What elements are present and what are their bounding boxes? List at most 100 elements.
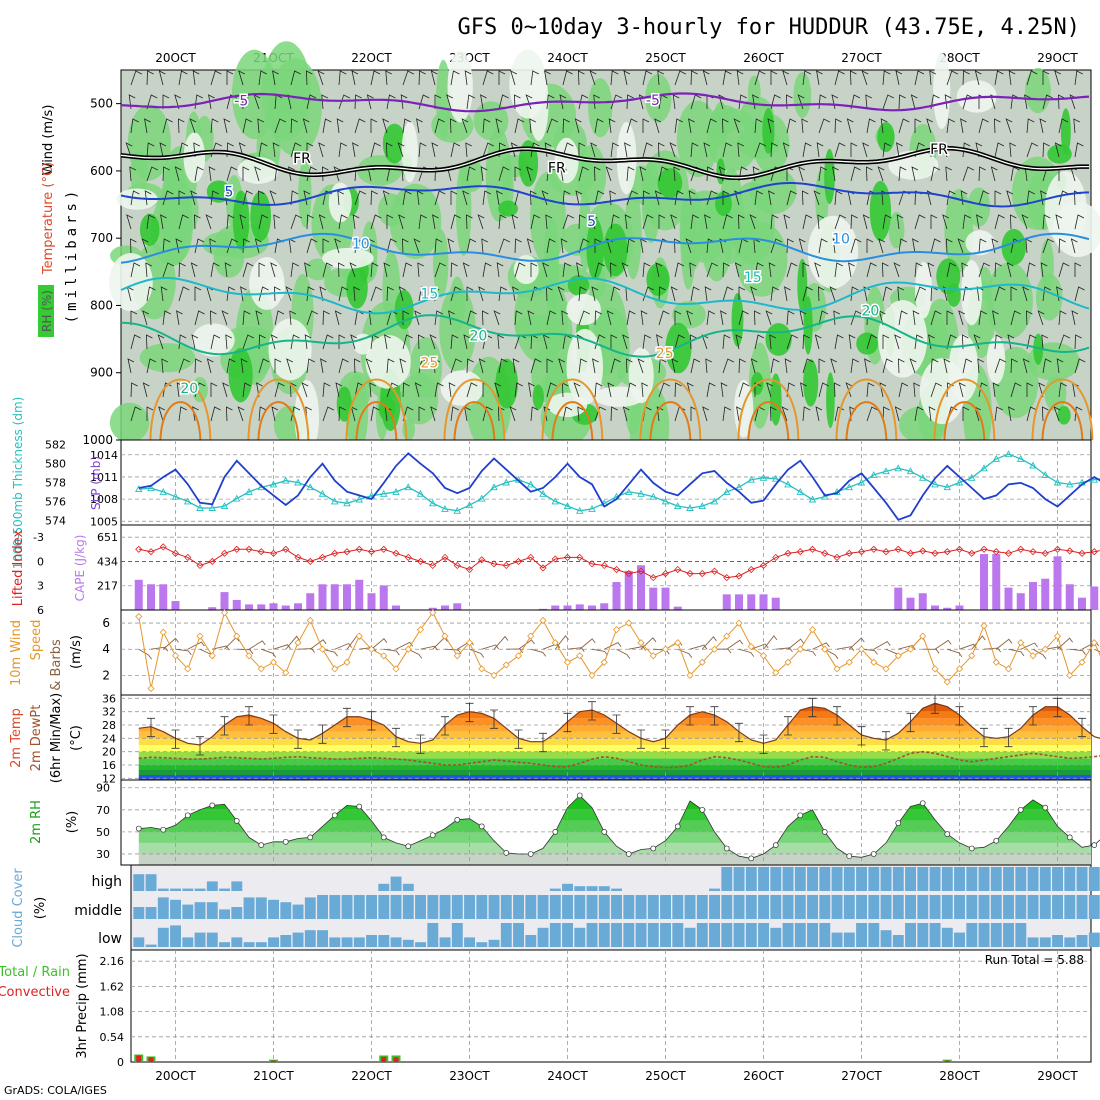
cloud-bar bbox=[831, 867, 843, 891]
wind-barb bbox=[834, 214, 846, 230]
wind-barb bbox=[770, 70, 778, 85]
thickness-point bbox=[624, 488, 633, 495]
wind-barb bbox=[496, 190, 503, 206]
li-point bbox=[784, 549, 792, 557]
wind-speed-point bbox=[894, 652, 902, 660]
wind-barb bbox=[494, 382, 501, 398]
wind-barb bbox=[160, 214, 167, 230]
wind-barb bbox=[478, 358, 486, 374]
li-point bbox=[343, 548, 351, 556]
wind-barb bbox=[946, 118, 955, 134]
precip-conv-bar bbox=[136, 1055, 142, 1062]
rh-shade-wet bbox=[518, 139, 539, 187]
wind-barb bbox=[480, 166, 488, 182]
dewpt-line bbox=[138, 750, 1100, 769]
wind-barb bbox=[958, 382, 966, 398]
cloud-bar bbox=[268, 937, 279, 947]
wind-barb bbox=[770, 214, 779, 230]
wind-barb bbox=[1074, 358, 1086, 374]
wind-barb bbox=[334, 642, 352, 650]
wind-barb bbox=[269, 190, 277, 206]
surface-25c-contour bbox=[247, 378, 310, 441]
run-total: Run Total = 5.88 bbox=[985, 953, 1084, 967]
li-point bbox=[674, 565, 682, 574]
cloud-bar bbox=[206, 881, 218, 891]
temp-minmax-bar bbox=[318, 724, 327, 744]
wind-speed-point bbox=[392, 665, 400, 673]
rh-shade-wet bbox=[532, 384, 544, 410]
wind-barb bbox=[703, 142, 711, 158]
wind-barb bbox=[594, 310, 602, 326]
wind-barb bbox=[385, 142, 393, 158]
pressure-tick-label: 600 bbox=[90, 164, 113, 178]
wind-barb bbox=[882, 70, 891, 86]
li-point bbox=[759, 561, 768, 570]
cape-bar bbox=[771, 597, 780, 610]
cloud-bar bbox=[868, 867, 880, 891]
cloud-bar bbox=[954, 895, 965, 919]
temp-band bbox=[138, 765, 1091, 770]
cloud-bar bbox=[537, 927, 549, 947]
wind-speed-point bbox=[147, 684, 155, 693]
wind-barb bbox=[578, 214, 586, 230]
wind-barb bbox=[462, 190, 469, 206]
wind-barb bbox=[674, 310, 682, 325]
wind-barb bbox=[864, 358, 871, 374]
contour-label: 20 bbox=[470, 328, 488, 344]
thickness-point bbox=[196, 504, 204, 511]
wind-barb bbox=[414, 382, 422, 398]
wind-barb bbox=[850, 358, 859, 374]
cloud-bar bbox=[647, 895, 659, 919]
rh-shade-moist bbox=[747, 75, 761, 110]
wind-barb bbox=[130, 310, 138, 325]
cloud-bar bbox=[378, 935, 390, 947]
wind-barb bbox=[960, 118, 967, 134]
li-point bbox=[159, 543, 167, 551]
cloud-bar bbox=[1003, 867, 1014, 891]
rh-point bbox=[576, 792, 583, 799]
thickness-point bbox=[759, 473, 768, 481]
wind-barb bbox=[371, 638, 388, 650]
wind-barb bbox=[226, 238, 238, 254]
temp-tick-label: 20 bbox=[102, 746, 116, 759]
thickness-point bbox=[159, 488, 168, 495]
thickness-point bbox=[294, 478, 302, 486]
cloud-bar bbox=[831, 895, 843, 919]
wind-speed-point bbox=[233, 632, 241, 640]
cloud-bar bbox=[402, 939, 414, 947]
cape-bar bbox=[1016, 593, 1025, 610]
wind-barb bbox=[1042, 358, 1052, 374]
wind-barb bbox=[482, 406, 493, 422]
rh-shade-moist bbox=[261, 41, 311, 141]
thickness-point bbox=[649, 492, 658, 500]
wind-barb bbox=[178, 334, 187, 350]
rh-shade-moist bbox=[542, 370, 574, 398]
wind-barb bbox=[225, 334, 232, 350]
li-point bbox=[882, 548, 890, 556]
rh-shade-moist bbox=[676, 100, 719, 178]
cloud-level-label: high bbox=[91, 874, 122, 890]
wind-barb bbox=[893, 262, 901, 278]
wind-barb bbox=[221, 310, 229, 326]
cape-bar bbox=[1053, 556, 1062, 610]
wind-barb bbox=[768, 190, 775, 206]
thickness-point bbox=[1090, 475, 1099, 483]
wind-barb bbox=[610, 142, 619, 158]
cloud-bar bbox=[133, 937, 145, 947]
precip-ylabel-1: Total / Rain bbox=[0, 965, 70, 980]
wind-barb bbox=[594, 238, 602, 253]
wind-barb bbox=[225, 406, 233, 422]
cloud-bar bbox=[439, 937, 451, 947]
wind-barb bbox=[786, 190, 797, 206]
wind-barb bbox=[258, 70, 267, 86]
cloud-bar bbox=[574, 895, 586, 919]
wind-speed-point bbox=[698, 658, 706, 666]
wind-barb bbox=[594, 118, 604, 134]
wind-barb bbox=[562, 262, 571, 278]
rh-shade-dry bbox=[322, 247, 374, 269]
cloud-bar bbox=[1076, 935, 1088, 947]
wind-barb bbox=[384, 334, 391, 350]
temp-minmax-bar bbox=[196, 736, 204, 756]
rh-shade-moist bbox=[1025, 68, 1051, 114]
wind-barb bbox=[626, 310, 636, 326]
